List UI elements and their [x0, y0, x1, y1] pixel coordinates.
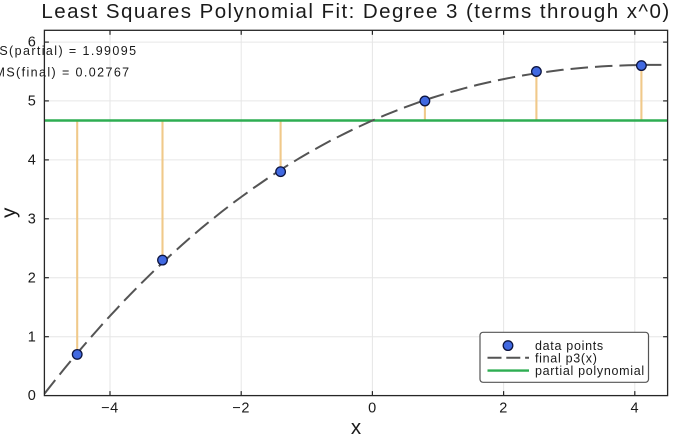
svg-text:MS(final) = 0.02767: MS(final) = 0.02767	[0, 65, 131, 79]
svg-text:final p3(x): final p3(x)	[535, 351, 598, 365]
svg-text:y: y	[0, 207, 20, 218]
svg-text:x: x	[351, 416, 362, 439]
svg-text:3: 3	[28, 211, 36, 227]
svg-text:S(partial) = 1.99095: S(partial) = 1.99095	[0, 44, 137, 58]
svg-text:4: 4	[631, 401, 640, 417]
svg-text:0: 0	[368, 401, 377, 417]
svg-text:partial polynomial: partial polynomial	[535, 364, 645, 378]
svg-text:5: 5	[28, 94, 36, 110]
svg-text:data points: data points	[535, 339, 604, 353]
svg-text:6: 6	[28, 35, 36, 51]
svg-text:4: 4	[28, 153, 36, 169]
svg-text:−4: −4	[101, 401, 119, 417]
svg-text:−2: −2	[232, 401, 250, 417]
svg-text:Least Squares Polynomial Fit:: Least Squares Polynomial Fit: Degree 3 (…	[41, 0, 670, 23]
svg-text:1: 1	[28, 329, 36, 345]
svg-text:2: 2	[499, 401, 508, 417]
svg-text:0: 0	[28, 388, 36, 404]
svg-text:2: 2	[28, 270, 36, 286]
